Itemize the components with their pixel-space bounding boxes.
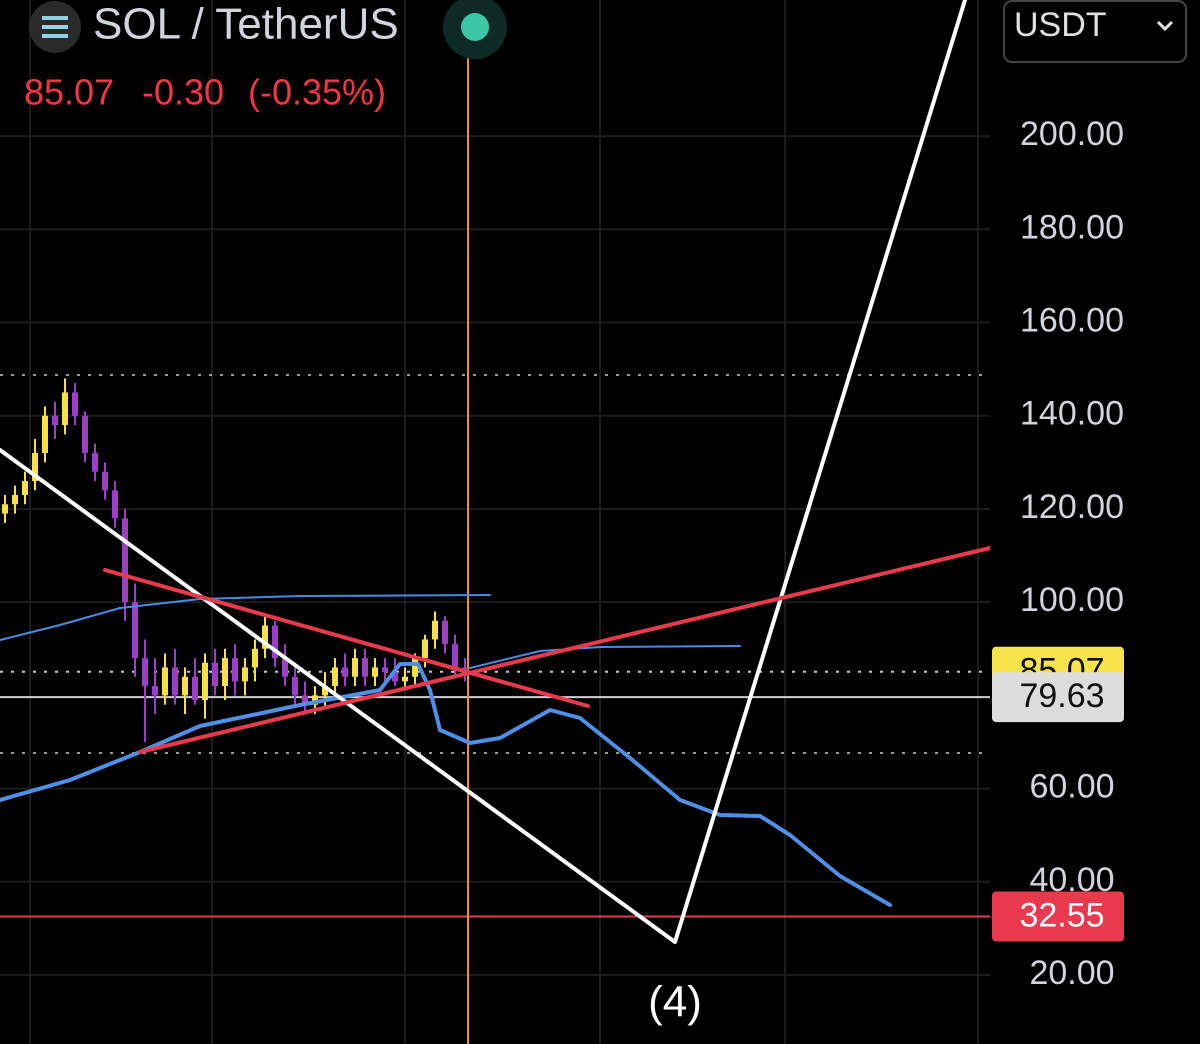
candle-body (32, 453, 38, 481)
drawings (0, 0, 992, 944)
candle-body (22, 480, 28, 495)
symbol-icon (42, 16, 68, 38)
candle-body (212, 662, 218, 687)
grid (29, 0, 979, 1044)
status-dot (461, 13, 489, 41)
candle-body (242, 667, 248, 682)
y-tick-label: 200.00 (1020, 115, 1124, 153)
candle-body (282, 658, 288, 677)
y-tick-label: 140.00 (1020, 395, 1124, 433)
symbol-title: SOL / TetherUS (93, 0, 399, 49)
candle-body (172, 667, 178, 696)
candle-body (112, 490, 118, 519)
trend-line (138, 546, 992, 754)
candle-body (12, 494, 18, 505)
price-change: -0.30 (142, 72, 224, 113)
candle-body (152, 686, 158, 696)
dropdown-arrow[interactable] (1156, 20, 1174, 32)
y-tick-label: 100.00 (1020, 581, 1124, 619)
last-price: 85.07 (24, 72, 114, 113)
currency-label[interactable]: USDT (1014, 6, 1107, 44)
candle-body (72, 392, 78, 416)
candle-body (62, 392, 68, 426)
candle-body (82, 415, 88, 454)
candle-body (302, 695, 308, 705)
price-label-box (992, 891, 1124, 942)
candle-body (432, 620, 438, 640)
candle-body (232, 658, 238, 682)
y-tick-label: 20.00 (1029, 954, 1114, 992)
y-tick-label: 120.00 (1020, 488, 1124, 526)
candle-body (262, 625, 268, 649)
candle-body (382, 667, 388, 673)
candle-body (222, 658, 228, 687)
candle-body (192, 676, 198, 701)
price-label: 32.55 (1019, 897, 1104, 935)
candle-body (162, 667, 168, 696)
candle-body (142, 658, 148, 687)
price-label: 79.63 (1019, 677, 1104, 715)
candle-body (422, 639, 428, 659)
candle-body (132, 602, 138, 659)
trend-line (103, 568, 590, 708)
candle-body (42, 415, 48, 454)
candle-body (372, 667, 378, 677)
candle-body (92, 453, 98, 472)
y-tick-label: 160.00 (1020, 302, 1124, 340)
header: SOL / TetherUS 85.07 -0.30 (-0.35%) USDT (24, 0, 1187, 113)
candle-body (292, 676, 298, 696)
candle-body (2, 504, 8, 514)
wave-label: (4) (648, 978, 702, 1027)
candle-body (442, 620, 448, 645)
candle-body (52, 415, 58, 426)
candle-body (342, 667, 348, 677)
price-change-pct: (-0.35%) (248, 72, 386, 113)
candle-body (322, 686, 328, 696)
candle-body (122, 518, 128, 603)
price-axis (990, 0, 1200, 1044)
candle-body (402, 676, 408, 682)
candle-body (272, 625, 278, 659)
y-tick-label: 180.00 (1020, 208, 1124, 246)
candle-body (332, 667, 338, 687)
candle-body (202, 662, 208, 701)
candle-body (392, 672, 398, 682)
forecast-curve (0, 662, 892, 907)
candle-body (102, 471, 108, 491)
candle-body (412, 658, 418, 677)
candle-body (362, 658, 368, 677)
candle-body (182, 676, 188, 696)
candle-body (312, 695, 318, 705)
currency-select[interactable] (1003, 0, 1187, 63)
ma-line (0, 594, 491, 641)
wave-path (0, 0, 967, 944)
candle-body (452, 644, 458, 668)
y-tick-label: 60.00 (1029, 768, 1114, 806)
price-label-box (992, 672, 1124, 723)
candle-body (252, 648, 258, 668)
candle-body (352, 658, 358, 677)
